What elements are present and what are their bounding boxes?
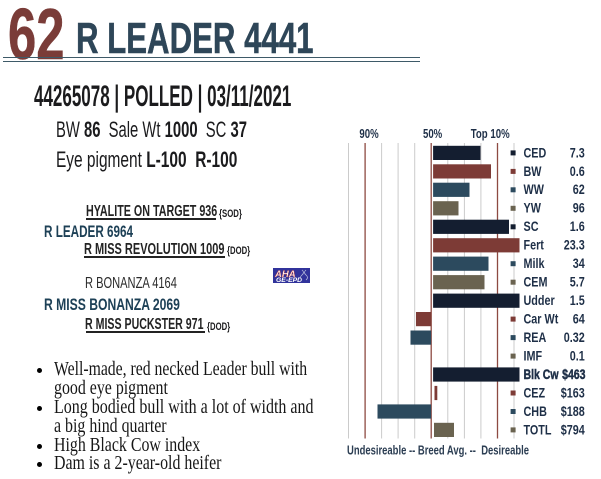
svg-text:5.7: 5.7 [570,274,585,289]
svg-text:7.3: 7.3 [570,145,585,160]
svg-text:CEM: CEM [524,274,548,289]
svg-text:Milk: Milk [524,256,545,271]
svg-text:1.5: 1.5 [570,293,585,308]
svg-text:$463: $463 [562,367,586,383]
svg-text:WW: WW [524,182,545,197]
svg-text:CHB: CHB [524,404,548,419]
svg-text:$188: $188 [561,404,585,419]
svg-text:$794: $794 [561,422,585,437]
svg-text:0.1: 0.1 [570,348,585,363]
svg-text:GE-EPD: GE-EPD [276,277,302,284]
svg-text:Udder: Udder [524,293,555,308]
svg-text:50%: 50% [423,128,442,142]
svg-text:SC: SC [524,219,539,234]
svg-text:96: 96 [573,201,585,216]
svg-text:62: 62 [573,182,585,197]
svg-text:0.32: 0.32 [564,330,585,345]
svg-text:CED: CED [524,145,547,160]
svg-text:YW: YW [524,201,542,216]
svg-text:BW: BW [524,164,542,179]
svg-text:Blk Cw: Blk Cw [524,367,560,383]
svg-text:AHA: AHA [274,269,296,280]
svg-text:REA: REA [524,330,547,345]
svg-text:TOTL: TOTL [524,422,552,437]
svg-text:$163: $163 [561,385,585,400]
svg-text:Undesireable -- Breed Avg. --: Undesireable -- Breed Avg. -- Desireable [347,444,529,458]
svg-text:Top 10%: Top 10% [471,128,510,142]
svg-text:Car Wt: Car Wt [524,311,559,326]
svg-text:23.3: 23.3 [564,238,585,253]
svg-text:90%: 90% [359,128,378,142]
svg-text:CEZ: CEZ [524,385,546,400]
svg-text:0.6: 0.6 [570,164,585,179]
svg-text:64: 64 [573,311,585,326]
svg-text:Fert: Fert [524,238,544,253]
svg-text:34: 34 [573,256,585,271]
svg-text:IMF: IMF [524,348,543,363]
svg-text:1.6: 1.6 [570,219,585,234]
